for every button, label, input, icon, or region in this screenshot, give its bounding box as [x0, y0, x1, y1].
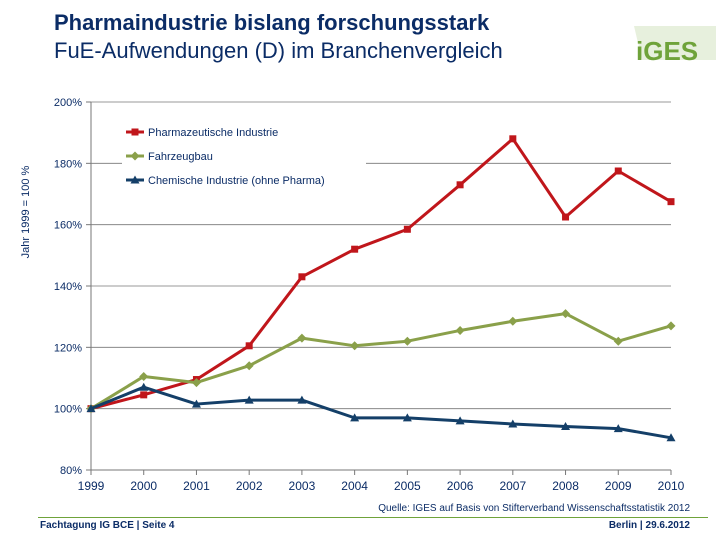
y-tick-label: 160% [54, 220, 82, 232]
y-tick-label: 140% [54, 281, 82, 293]
data-point [403, 225, 411, 233]
series-line [90, 385, 672, 440]
data-point [139, 382, 149, 391]
data-point [402, 336, 412, 346]
legend-marker [131, 128, 139, 136]
y-tick-label: 120% [54, 342, 82, 354]
data-point [455, 416, 465, 425]
x-tick-label: 2010 [658, 479, 685, 493]
data-point [455, 325, 465, 335]
data-point [509, 135, 517, 143]
data-point [508, 419, 518, 428]
legend-label: Fahrzeugbau [148, 151, 213, 163]
y-tick-label: 200% [54, 97, 82, 109]
page-title: Pharmaindustrie bislang forschungsstark [54, 10, 490, 35]
data-point [561, 309, 571, 319]
data-point [666, 321, 676, 331]
x-tick-label: 2006 [447, 479, 474, 493]
legend-marker [130, 175, 140, 184]
data-point [614, 167, 622, 175]
x-tick-label: 1999 [78, 479, 105, 493]
iges-logo: iGES [624, 18, 716, 76]
data-point [245, 342, 253, 350]
x-tick-label: 2009 [605, 479, 632, 493]
data-point [350, 413, 360, 422]
legend-label: Chemische Industrie (ohne Pharma) [148, 175, 325, 187]
data-point [244, 395, 254, 404]
x-tick-label: 2007 [499, 479, 526, 493]
data-point [456, 181, 464, 189]
data-point [562, 213, 570, 221]
x-tick-label: 2004 [341, 479, 368, 493]
x-tick-label: 2005 [394, 479, 421, 493]
data-point [350, 341, 360, 351]
data-point [402, 413, 412, 422]
y-tick-label: 80% [60, 465, 82, 477]
data-point [351, 245, 359, 253]
logo-text: iGES [636, 36, 698, 66]
data-point [191, 378, 201, 388]
x-tick-label: 2002 [236, 479, 263, 493]
data-point [508, 316, 518, 326]
x-tick-label: 2003 [289, 479, 316, 493]
x-tick-label: 2001 [183, 479, 210, 493]
data-point [613, 424, 623, 433]
series-line [90, 312, 672, 410]
y-tick-label: 180% [54, 158, 82, 170]
footer-event: Fachtagung IG BCE | Seite 4 [40, 520, 175, 531]
legend-label: Pharmazeutische Industrie [148, 127, 278, 139]
footer-date: Berlin | 29.6.2012 [608, 520, 690, 531]
data-point [191, 399, 201, 408]
data-point [139, 371, 149, 381]
data-point [561, 421, 571, 430]
source-note: Quelle: IGES auf Basis von Stifterverban… [378, 503, 690, 514]
legend-marker [130, 151, 140, 161]
data-point [244, 361, 254, 371]
legend-box [122, 122, 366, 190]
footer-divider [38, 517, 708, 518]
data-point [613, 336, 623, 346]
x-tick-label: 2000 [130, 479, 157, 493]
data-point [86, 404, 96, 413]
data-point [667, 198, 675, 206]
y-tick-label: 100% [54, 404, 82, 416]
data-point [140, 391, 148, 399]
data-point [297, 333, 307, 343]
data-point [297, 395, 307, 404]
data-point [298, 273, 306, 281]
page-subtitle: FuE-Aufwendungen (D) im Branchenvergleic… [54, 38, 503, 63]
x-tick-label: 2008 [552, 479, 579, 493]
data-point [666, 433, 676, 442]
